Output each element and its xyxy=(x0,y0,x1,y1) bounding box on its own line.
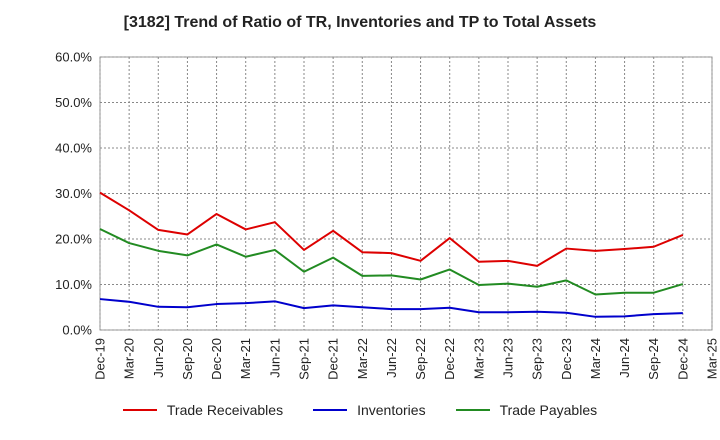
x-tick-label: Jun-22 xyxy=(384,338,399,378)
legend-item-trade-receivables: Trade Receivables xyxy=(122,402,284,418)
x-tick-label: Jun-21 xyxy=(267,338,282,378)
y-tick-label: 0.0% xyxy=(62,323,92,338)
y-tick-label: 50.0% xyxy=(55,95,92,110)
chart-title: [3182] Trend of Ratio of TR, Inventories… xyxy=(123,14,597,31)
x-tick-label: Dec-20 xyxy=(209,338,224,380)
series-line-inventories xyxy=(99,298,683,318)
y-tick-label: 60.0% xyxy=(55,50,92,65)
y-tick-label: 30.0% xyxy=(55,186,92,201)
x-tick-label: Dec-24 xyxy=(675,338,690,380)
x-tick-label: Dec-23 xyxy=(559,338,574,380)
y-tick-label: 10.0% xyxy=(55,277,92,292)
x-tick-label: Sep-24 xyxy=(646,338,661,380)
x-tick-label: Mar-21 xyxy=(238,338,253,379)
x-tick-label: Jun-23 xyxy=(501,338,516,378)
x-tick-label: Mar-23 xyxy=(471,338,486,379)
series-line-trade-receivables xyxy=(99,191,684,267)
legend: Trade Receivables Inventories Trade Payabl… xyxy=(0,402,720,418)
x-tick-label: Mar-25 xyxy=(705,338,720,379)
legend-item-trade-payables: Trade Payables xyxy=(455,402,598,418)
legend-swatch xyxy=(122,409,157,411)
x-tick-label: Sep-20 xyxy=(180,338,195,380)
x-tick-label: Sep-22 xyxy=(413,338,428,380)
x-tick-label: Mar-22 xyxy=(355,338,370,379)
y-tick-label: 20.0% xyxy=(55,232,92,247)
x-tick-label: Jun-20 xyxy=(151,338,166,378)
legend-label: Trade Payables xyxy=(499,402,598,418)
legend-swatch xyxy=(455,409,490,411)
x-tick-label: Dec-21 xyxy=(326,338,341,380)
legend-item-inventories: Inventories xyxy=(313,402,426,418)
x-tick-label: Mar-24 xyxy=(588,338,603,379)
y-tick-label: 40.0% xyxy=(55,141,92,156)
x-tick-label: Jun-24 xyxy=(617,338,632,378)
x-tick-label: Mar-20 xyxy=(122,338,137,379)
x-tick-label: Dec-19 xyxy=(93,338,108,380)
series-line-trade-payables xyxy=(99,228,684,296)
legend-label: Trade Receivables xyxy=(166,402,284,418)
x-tick-label: Dec-22 xyxy=(442,338,457,380)
legend-swatch xyxy=(313,409,348,411)
legend-label: Inventories xyxy=(357,402,426,418)
x-tick-label: Sep-21 xyxy=(297,338,312,380)
x-tick-label: Sep-23 xyxy=(530,338,545,380)
